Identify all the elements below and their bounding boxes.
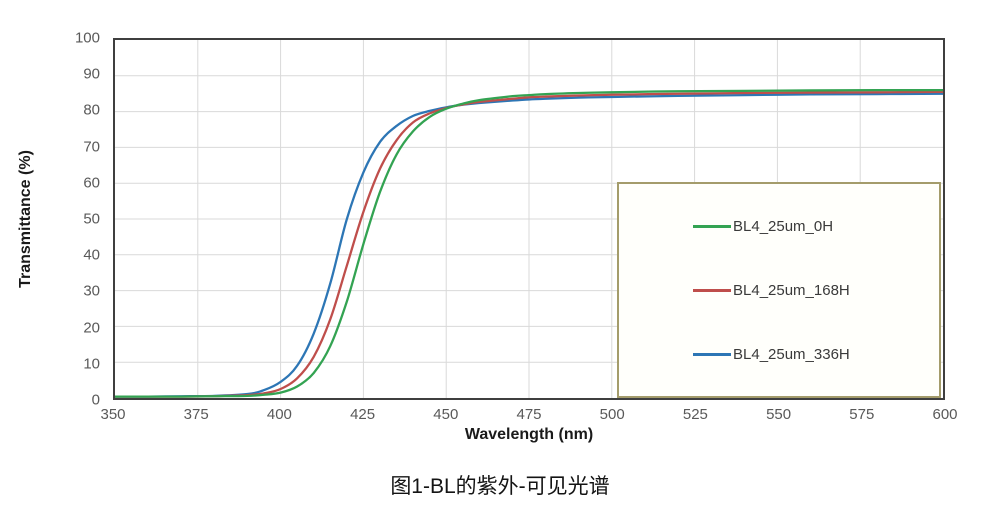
- x-tick-label: 450: [433, 406, 459, 423]
- x-tick-label: 375: [183, 406, 209, 423]
- y-axis-ticks: 0 10 20 30 40 50 60 70 80 90 100: [0, 31, 100, 408]
- x-tick-label: 475: [516, 406, 542, 423]
- legend-label: BL4_25um_336H: [733, 345, 850, 363]
- legend: BL4_25um_0H BL4_25um_168H BL4_25um_336H: [617, 182, 941, 398]
- figure-caption: 图1-BL的紫外-可见光谱: [390, 475, 610, 498]
- legend-swatch: [693, 352, 731, 356]
- x-tick-label: 400: [266, 406, 292, 423]
- legend-swatch: [693, 224, 731, 228]
- y-tick-label: 50: [83, 210, 100, 228]
- series-line-BL4_25um_0H: [115, 88, 943, 398]
- y-tick-label: 10: [83, 355, 100, 373]
- legend-item: BL4_25um_336H: [693, 346, 939, 363]
- y-tick-label: 40: [83, 246, 100, 264]
- x-axis-ticks: 350 375 400 425 450 475 500 525 550 575 600: [100, 406, 957, 425]
- y-tick-label: 80: [83, 101, 100, 119]
- legend-item: BL4_25um_168H: [693, 282, 939, 299]
- y-tick-label: 90: [83, 65, 100, 83]
- x-tick-label: 600: [932, 406, 958, 423]
- y-tick-label: 70: [83, 138, 100, 156]
- y-tick-label: 0: [91, 391, 100, 409]
- y-tick-label: 30: [83, 282, 100, 300]
- x-axis-title: Wavelength (nm): [464, 426, 594, 443]
- legend-label: BL4_25um_168H: [733, 281, 850, 299]
- series-line-BL4_25um_168H: [115, 90, 943, 398]
- legend-swatch: [693, 288, 731, 292]
- x-tick-label: 500: [599, 406, 625, 423]
- x-tick-label: 525: [682, 406, 708, 423]
- legend-label: BL4_25um_0H: [733, 217, 834, 235]
- y-tick-label: 20: [83, 319, 100, 337]
- x-tick-label: 350: [100, 406, 126, 423]
- y-tick-label: 100: [74, 29, 100, 47]
- series-line-BL4_25um_336H: [115, 92, 943, 398]
- x-tick-label: 550: [766, 406, 792, 423]
- x-tick-label: 425: [350, 406, 376, 423]
- x-tick-label: 575: [849, 406, 875, 423]
- y-tick-label: 60: [83, 174, 100, 192]
- legend-item: BL4_25um_0H: [693, 218, 939, 235]
